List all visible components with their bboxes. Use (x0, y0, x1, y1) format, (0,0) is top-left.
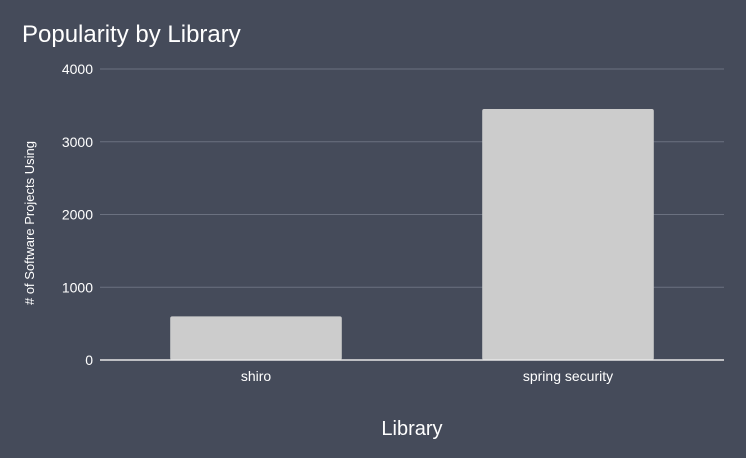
x-tick-label: spring security (523, 368, 613, 384)
x-tick-label: shiro (241, 368, 272, 384)
y-tick-label: 4000 (62, 61, 93, 77)
y-axis-title: # of Software Projects Using (22, 141, 37, 305)
y-tick-label: 2000 (62, 207, 93, 223)
y-tick-label: 1000 (62, 279, 93, 295)
bars (170, 109, 654, 360)
chart-title: Popularity by Library (22, 21, 241, 48)
y-tick-label: 3000 (62, 134, 93, 150)
x-axis-title: Library (381, 418, 442, 440)
bar-shiro (170, 316, 342, 360)
bar-spring-security (482, 109, 654, 360)
x-axis-ticks: shiro spring security (241, 368, 613, 384)
y-tick-label: 0 (85, 352, 93, 368)
y-axis-ticks: 0 1000 2000 3000 4000 (62, 61, 93, 368)
